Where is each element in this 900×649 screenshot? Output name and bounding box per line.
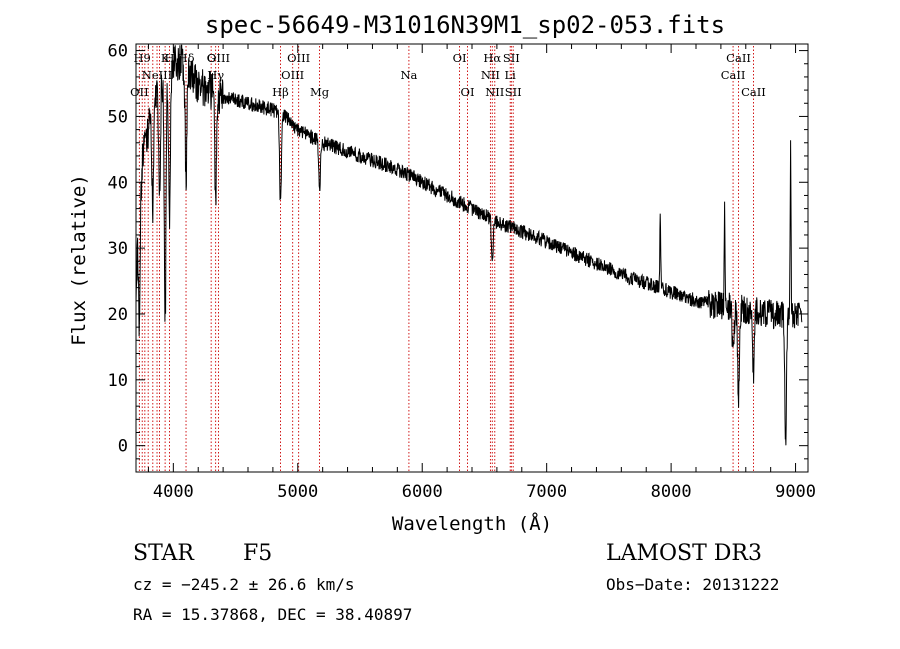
line-marker-label: SII bbox=[503, 51, 520, 65]
y-tick-label: 50 bbox=[108, 107, 128, 127]
y-axis-label: Flux (relative) bbox=[68, 174, 90, 346]
line-marker-label: OI bbox=[461, 85, 475, 99]
line-marker-label: OI bbox=[453, 51, 467, 65]
y-tick-label: 20 bbox=[108, 305, 128, 325]
spectrum-line bbox=[135, 44, 803, 446]
y-tick-label: 60 bbox=[108, 42, 128, 62]
x-axis-label: Wavelength (Å) bbox=[392, 512, 552, 535]
x-tick-label: 7000 bbox=[526, 482, 567, 502]
object-subclass: F5 bbox=[243, 541, 272, 566]
x-tick-label: 6000 bbox=[402, 482, 443, 502]
line-marker-label: OIII bbox=[207, 51, 230, 65]
line-marker-label: Hα bbox=[483, 51, 501, 65]
line-marker-label: NII bbox=[485, 85, 504, 99]
x-axis-ticks: 4000 5000 6000 7000 8000 9000 bbox=[147, 44, 816, 502]
x-tick-label: 4000 bbox=[153, 482, 194, 502]
line-marker-label: H9 bbox=[134, 51, 151, 65]
x-tick-label: 9000 bbox=[775, 482, 816, 502]
line-marker-label: NII bbox=[481, 68, 500, 82]
y-axis-ticks: 0 10 20 30 40 50 60 bbox=[108, 42, 808, 460]
line-marker-label: CaII bbox=[721, 68, 746, 82]
line-marker-label: OIII bbox=[281, 68, 304, 82]
line-marker-label: SII bbox=[505, 85, 522, 99]
line-marker-label: Li bbox=[505, 68, 517, 82]
line-marker-label: NeIII bbox=[142, 68, 173, 82]
line-markers bbox=[138, 46, 754, 472]
line-marker-label: H bbox=[164, 51, 174, 65]
line-marker-label: OII bbox=[130, 85, 149, 99]
object-class: STAR bbox=[133, 541, 195, 566]
line-marker-label: CaII bbox=[741, 85, 766, 99]
line-marker-label: G bbox=[207, 51, 216, 65]
y-tick-label: 40 bbox=[108, 173, 128, 193]
observation-date: Obs−Date: 20131222 bbox=[606, 575, 779, 594]
line-marker-label: Hβ bbox=[272, 85, 289, 99]
x-tick-label: 8000 bbox=[651, 482, 692, 502]
line-marker-label: CaII bbox=[726, 51, 751, 65]
x-tick-label: 5000 bbox=[277, 482, 318, 502]
redshift-velocity: cz = −245.2 ± 26.6 km/s bbox=[133, 575, 355, 594]
y-tick-label: 30 bbox=[108, 239, 128, 259]
coordinates: RA = 15.37868, DEC = 38.40897 bbox=[133, 605, 412, 624]
survey-name: LAMOST DR3 bbox=[606, 541, 762, 566]
y-tick-label: 10 bbox=[108, 371, 128, 391]
line-marker-label: K bbox=[161, 51, 170, 65]
line-marker-label: OIII bbox=[287, 51, 310, 65]
plot-frame bbox=[135, 43, 809, 473]
line-marker-label: Na bbox=[400, 68, 417, 82]
y-tick-label: 0 bbox=[118, 437, 128, 457]
line-marker-label: Mg bbox=[310, 85, 330, 99]
chart-title: spec-56649-M31016N39M1_sp02-053.fits bbox=[205, 11, 725, 39]
